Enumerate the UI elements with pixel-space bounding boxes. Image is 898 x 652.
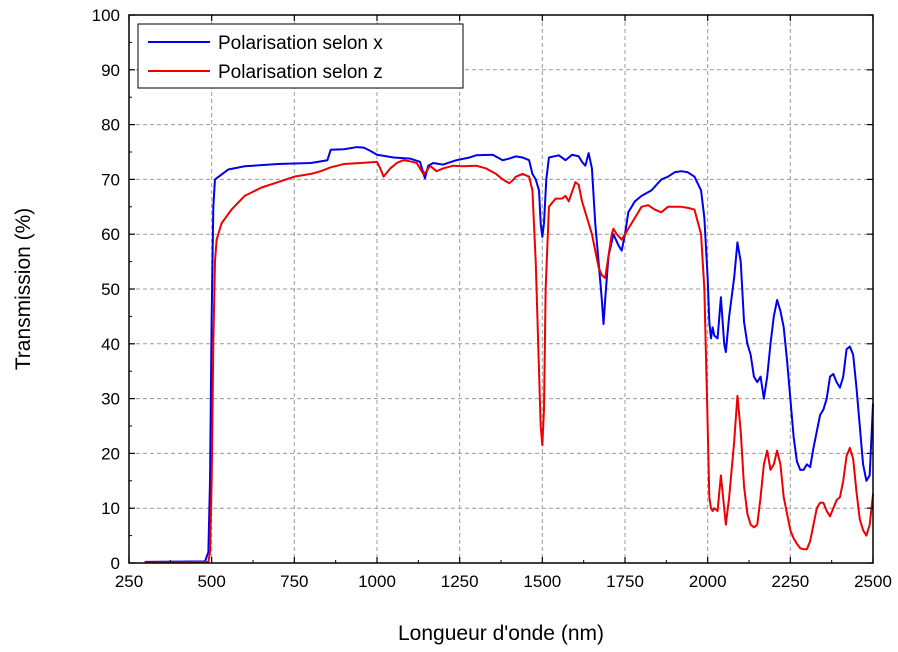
x-tick-label: 1250 <box>441 572 479 591</box>
series-layer <box>144 146 874 564</box>
x-tick-label: 500 <box>197 572 225 591</box>
y-tick-label: 40 <box>101 335 120 354</box>
x-axis-title: Longueur d'onde (nm) <box>398 622 604 645</box>
x-tick-label: 2250 <box>771 572 809 591</box>
legend-label-z: Polarisation selon z <box>218 62 383 83</box>
y-tick-label: 50 <box>101 280 120 299</box>
y-tick-label: 60 <box>101 225 120 244</box>
legend-label-x: Polarisation selon x <box>218 33 383 54</box>
grid-lines <box>129 15 873 563</box>
x-tick-label: 1750 <box>606 572 644 591</box>
y-tick-label: 0 <box>111 554 120 573</box>
y-tick-label: 10 <box>101 499 120 518</box>
legend: Polarisation selon x Polarisation selon … <box>137 23 464 89</box>
y-tick-label: 90 <box>101 61 120 80</box>
y-tick-label: 100 <box>92 6 120 25</box>
x-tick-label: 1000 <box>358 572 396 591</box>
y-tick-label: 20 <box>101 444 120 463</box>
y-tick-label: 80 <box>101 116 120 135</box>
x-tick-label: 2000 <box>689 572 727 591</box>
y-tick-label: 70 <box>101 170 120 189</box>
x-tick-label: 250 <box>115 572 143 591</box>
axis-ticks: 250 500 750 1000 1250 1500 1750 2000 2250 2500 0 10… <box>92 6 892 591</box>
legend-box <box>137 23 464 89</box>
y-axis-title: Transmission (%) <box>12 208 35 371</box>
x-tick-label: 750 <box>280 572 308 591</box>
x-tick-label: 1500 <box>523 572 561 591</box>
series-line-z <box>144 159 874 564</box>
x-tick-label: 2500 <box>854 572 892 591</box>
y-tick-label: 30 <box>101 390 120 409</box>
